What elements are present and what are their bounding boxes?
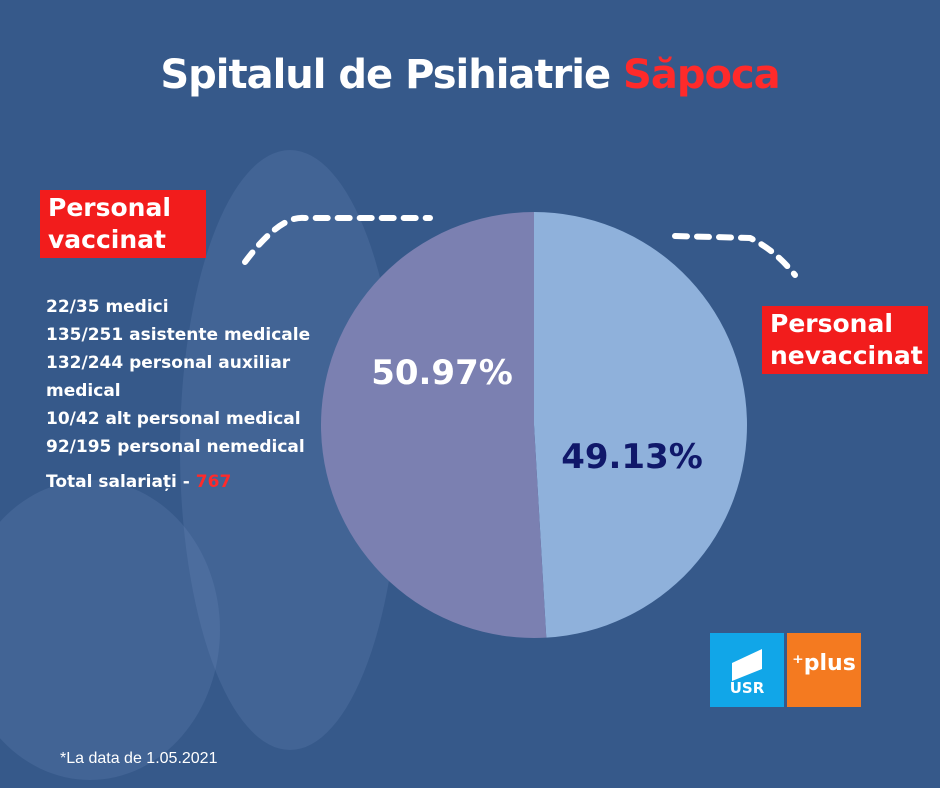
breakdown-item: 92/195 personal nemedical	[46, 437, 305, 457]
usr-logo: USR	[710, 633, 784, 707]
breakdown-item: 10/42 alt personal medical	[46, 409, 301, 429]
breakdown-list: 22/35 medici 135/251 asistente medicale …	[46, 293, 310, 461]
breakdown-item: 132/244 personal auxiliar medical	[46, 353, 291, 401]
vaccinated-label: Personal vaccinat	[40, 190, 206, 258]
unvaccinated-label: Personal nevaccinat	[762, 306, 928, 374]
footnote: *La data de 1.05.2021	[60, 750, 218, 767]
pie-slice-vaccinated	[321, 212, 547, 638]
page-title: Spitalul de Psihiatrie Săpoca	[160, 52, 780, 98]
background-hand-image	[0, 480, 220, 780]
connector-unvaccinated	[672, 233, 798, 278]
breakdown-item: 135/251 asistente medicale	[46, 325, 311, 345]
total-employees: Total salariați - 767	[46, 472, 232, 492]
connector-vaccinated	[242, 214, 433, 265]
breakdown-item: 22/35 medici	[46, 297, 169, 317]
plus-logo: ⁺plus	[787, 633, 861, 707]
slice-label-unvaccinated: 49.13%	[561, 437, 703, 477]
pie-slice-unvaccinated	[534, 212, 748, 638]
slice-label-vaccinated: 50.97%	[371, 353, 513, 393]
